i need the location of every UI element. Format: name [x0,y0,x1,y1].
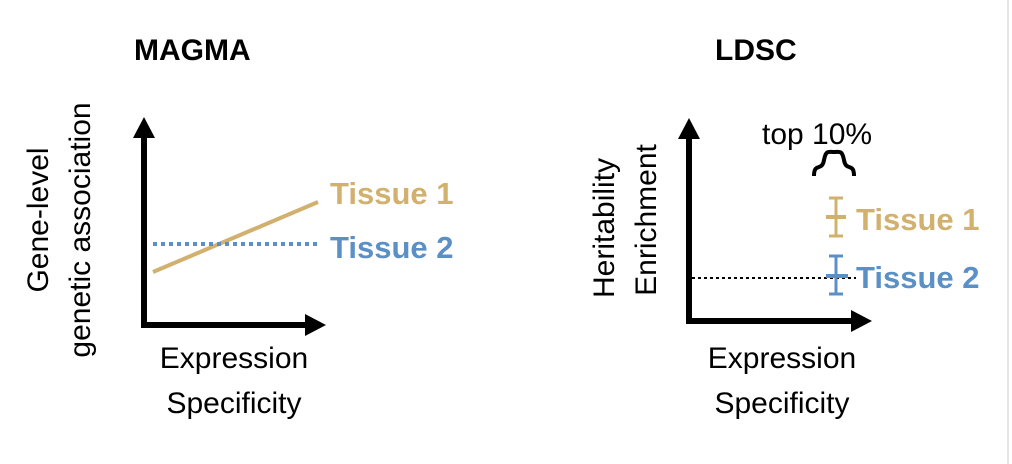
ldsc-panel: LDSC Heritability Enrichment top 10% [588,34,980,420]
magma-xlabel-line1: Expression [160,342,308,375]
ldsc-tissue1-label: Tissue 1 [856,202,980,237]
ldsc-y-axis-arrow [678,118,700,139]
magma-tissue2-label: Tissue 2 [330,230,454,265]
ldsc-axes [678,118,872,332]
ldsc-ylabel-line1: Heritability [588,158,621,298]
magma-panel: MAGMA Gene-level genetic association Tis… [22,34,454,420]
magma-xlabel-line2: Specificity [166,387,301,420]
ldsc-bracket-label: top 10% [762,118,872,151]
magma-title: MAGMA [134,34,251,67]
ldsc-xlabel-line1: Expression [708,342,856,375]
ldsc-top10-brace-icon [812,149,856,177]
ldsc-title: LDSC [715,34,797,67]
magma-axes [133,117,326,336]
ldsc-tissue2-label: Tissue 2 [856,260,980,295]
ldsc-x-axis-arrow [851,310,872,332]
ldsc-xlabel-line2: Specificity [714,387,849,420]
magma-x-axis-arrow [305,314,326,336]
ldsc-ylabel-line2: Enrichment [630,143,663,295]
magma-tissue1-line [152,200,319,274]
ldsc-tissue2-errorbar [826,254,848,296]
ldsc-tissue1-errorbar [826,196,846,238]
magma-ylabel-line1: Gene-level [22,147,55,292]
magma-tissue1-label: Tissue 1 [330,176,454,211]
magma-y-axis-arrow [133,117,155,138]
magma-ylabel-line2: genetic association [64,102,97,357]
